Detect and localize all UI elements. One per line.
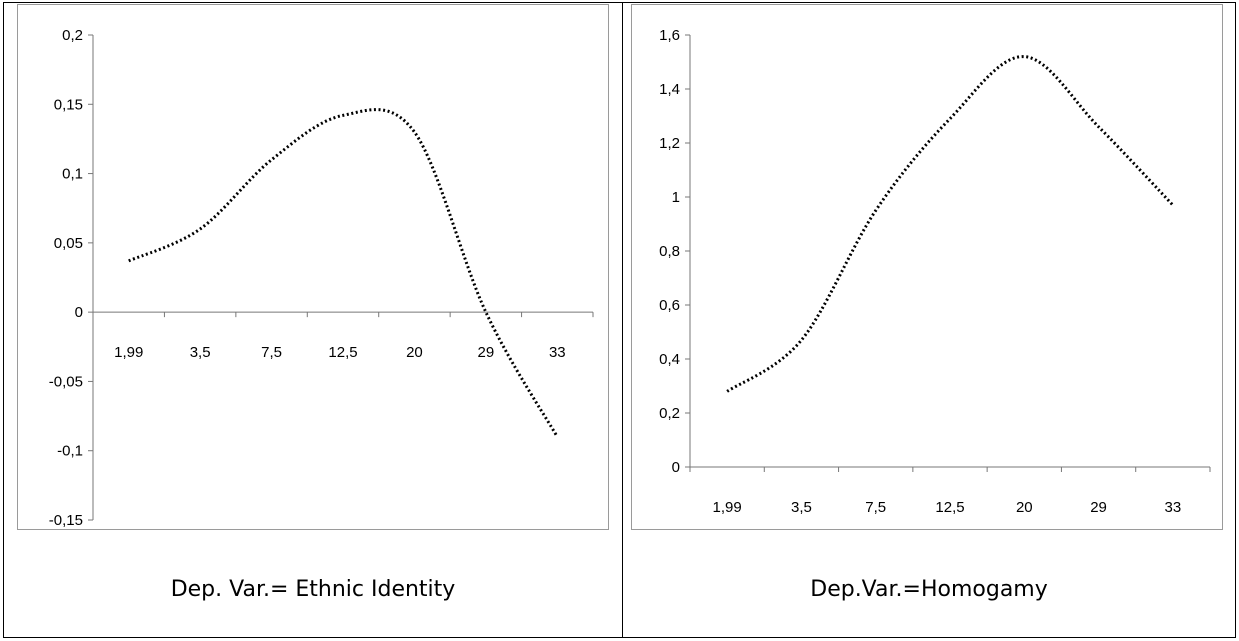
y-tick-label: -0,05 [49,373,83,390]
y-tick-label: 0 [672,459,680,476]
x-tick-label: 7,5 [865,499,886,516]
right-panel: 1,6 1,4 1,2 1 0,8 0,6 0,4 0,2 0 1,99 3,5 7,5 12,5 20 2… [622,2,1236,638]
y-tick-label: 0,2 [62,27,83,44]
x-tick-label: 33 [549,344,566,361]
y-tick-label: 0,1 [62,166,83,183]
y-tick-label: 0 [75,304,83,321]
x-tick-label: 1,99 [713,499,742,516]
left-caption: Dep. Var.= Ethnic Identity [170,577,456,602]
y-tick-label: 0,2 [659,405,680,422]
x-tick-label: 7,5 [261,344,282,361]
homogamy-chart: 1,6 1,4 1,2 1 0,8 0,6 0,4 0,2 0 1,99 3,5 7,5 12,5 20 2… [659,27,1211,516]
left-chart-area: 0,2 0,15 0,1 0,05 0 -0,05 -0,1 -0,15 1,99 3,5 7,5 1… [17,4,609,530]
series-line [128,108,559,438]
ethnic-identity-chart: 0,2 0,15 0,1 0,05 0 -0,05 -0,1 -0,15 1,99 3,5 7,5 1… [49,27,594,529]
right-caption: Dep.Var.=Homogamy [810,577,1048,602]
y-tick-label: 1,6 [659,27,680,44]
x-tick-label: 20 [406,344,423,361]
x-tick-label: 12,5 [935,499,964,516]
y-tick-label: -0,15 [49,512,83,529]
x-tick-label: 3,5 [791,499,812,516]
y-tick-label: 0,05 [54,235,83,252]
y-tick-label: 1,2 [659,135,680,152]
x-tick-label: 20 [1016,499,1033,516]
x-tick-label: 1,99 [114,344,143,361]
y-tick-label: 0,6 [659,297,680,314]
x-tick-label: 33 [1165,499,1182,516]
y-tick-label: 0,4 [659,351,680,368]
right-chart-area: 1,6 1,4 1,2 1 0,8 0,6 0,4 0,2 0 1,99 3,5 7,5 12,5 20 2… [631,4,1223,530]
x-tick-label: 3,5 [190,344,211,361]
x-tick-label: 12,5 [328,344,357,361]
x-tick-label: 29 [478,344,495,361]
y-tick-label: 0,8 [659,243,680,260]
y-tick-label: 1 [672,189,680,206]
y-tick-label: 1,4 [659,81,680,98]
x-tick-label: 29 [1090,499,1107,516]
y-tick-label: 0,15 [54,96,83,113]
series-line [726,55,1174,393]
y-tick-label: -0,1 [57,443,83,460]
left-panel: 0,2 0,15 0,1 0,05 0 -0,05 -0,1 -0,15 1,99 3,5 7,5 1… [3,2,623,638]
